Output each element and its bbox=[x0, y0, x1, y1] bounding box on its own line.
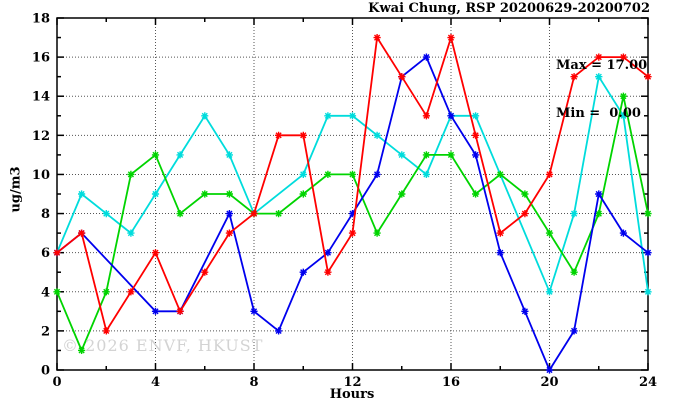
y-tick-label: 2 bbox=[41, 324, 50, 339]
x-axis-label: Hours bbox=[329, 387, 375, 402]
y-tick-label: 4 bbox=[41, 285, 50, 300]
legend-max-value: Max = 17.00 bbox=[556, 58, 648, 73]
legend: Max = 17.00 Min = 0.00 bbox=[556, 26, 647, 154]
x-tick-label: 8 bbox=[249, 375, 258, 390]
x-tick-label: 4 bbox=[151, 375, 160, 390]
y-tick-label: 10 bbox=[32, 168, 50, 183]
x-tick-label: 12 bbox=[343, 375, 361, 390]
x-tick-label: 0 bbox=[52, 375, 61, 390]
y-tick-label: 18 bbox=[32, 12, 50, 27]
y-tick-label: 12 bbox=[32, 129, 50, 144]
x-tick-label: 16 bbox=[442, 375, 460, 390]
legend-min-value: Min = 0.00 bbox=[556, 106, 641, 121]
y-tick-label: 6 bbox=[41, 246, 50, 261]
y-tick-label: 0 bbox=[41, 364, 50, 379]
x-tick-label: 24 bbox=[639, 375, 657, 390]
series-blue-line bbox=[56, 55, 649, 372]
x-tick-label: 20 bbox=[540, 375, 558, 390]
watermark: © 2026 ENVF, HKUST bbox=[62, 336, 264, 355]
y-tick-label: 8 bbox=[41, 207, 50, 222]
y-tick-label: 14 bbox=[32, 90, 50, 105]
y-axis-label: ug/m3 bbox=[8, 166, 24, 213]
chart-title: Kwai Chung, RSP 20200629-20200702 bbox=[368, 1, 650, 16]
series-red-markers bbox=[53, 34, 652, 335]
y-tick-label: 16 bbox=[32, 51, 50, 66]
